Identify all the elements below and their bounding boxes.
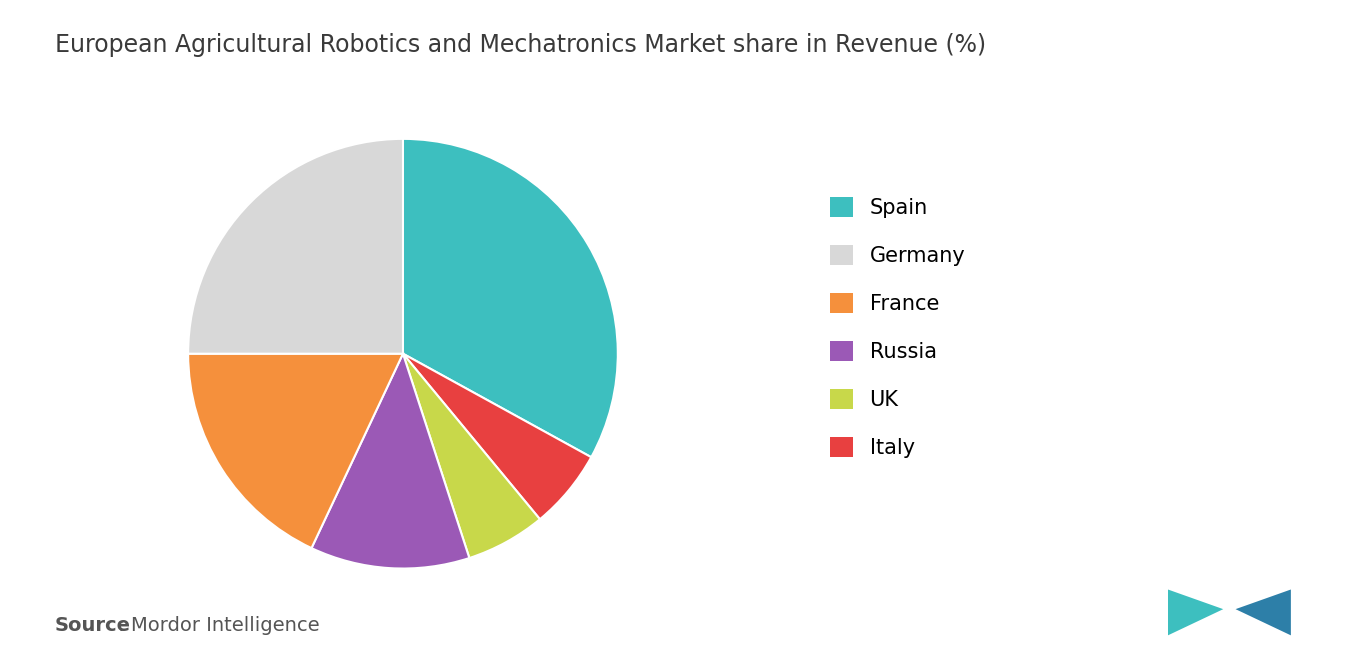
Wedge shape: [403, 354, 540, 558]
Legend: Spain, Germany, France, Russia, UK, Italy: Spain, Germany, France, Russia, UK, Ital…: [831, 196, 966, 458]
Wedge shape: [189, 139, 403, 354]
Wedge shape: [189, 354, 403, 548]
Text: : Mordor Intelligence: : Mordor Intelligence: [112, 616, 320, 635]
Wedge shape: [403, 139, 617, 457]
Wedge shape: [403, 354, 591, 519]
Text: European Agricultural Robotics and Mechatronics Market share in Revenue (%): European Agricultural Robotics and Mecha…: [55, 33, 986, 57]
Text: Source: Source: [55, 616, 131, 635]
Wedge shape: [311, 354, 470, 569]
